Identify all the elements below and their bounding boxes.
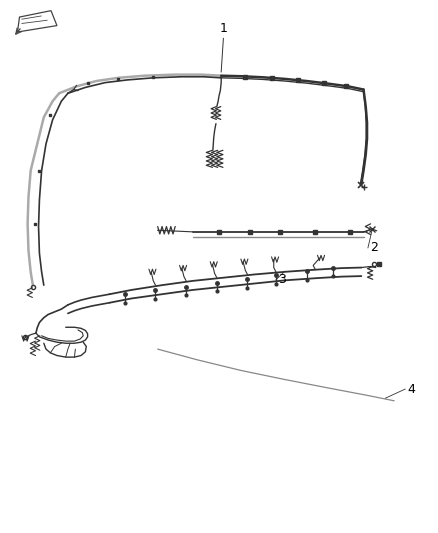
Text: 4: 4	[407, 383, 415, 395]
Text: 3: 3	[278, 273, 286, 286]
Text: 2: 2	[370, 241, 378, 254]
Text: 1: 1	[219, 22, 227, 35]
